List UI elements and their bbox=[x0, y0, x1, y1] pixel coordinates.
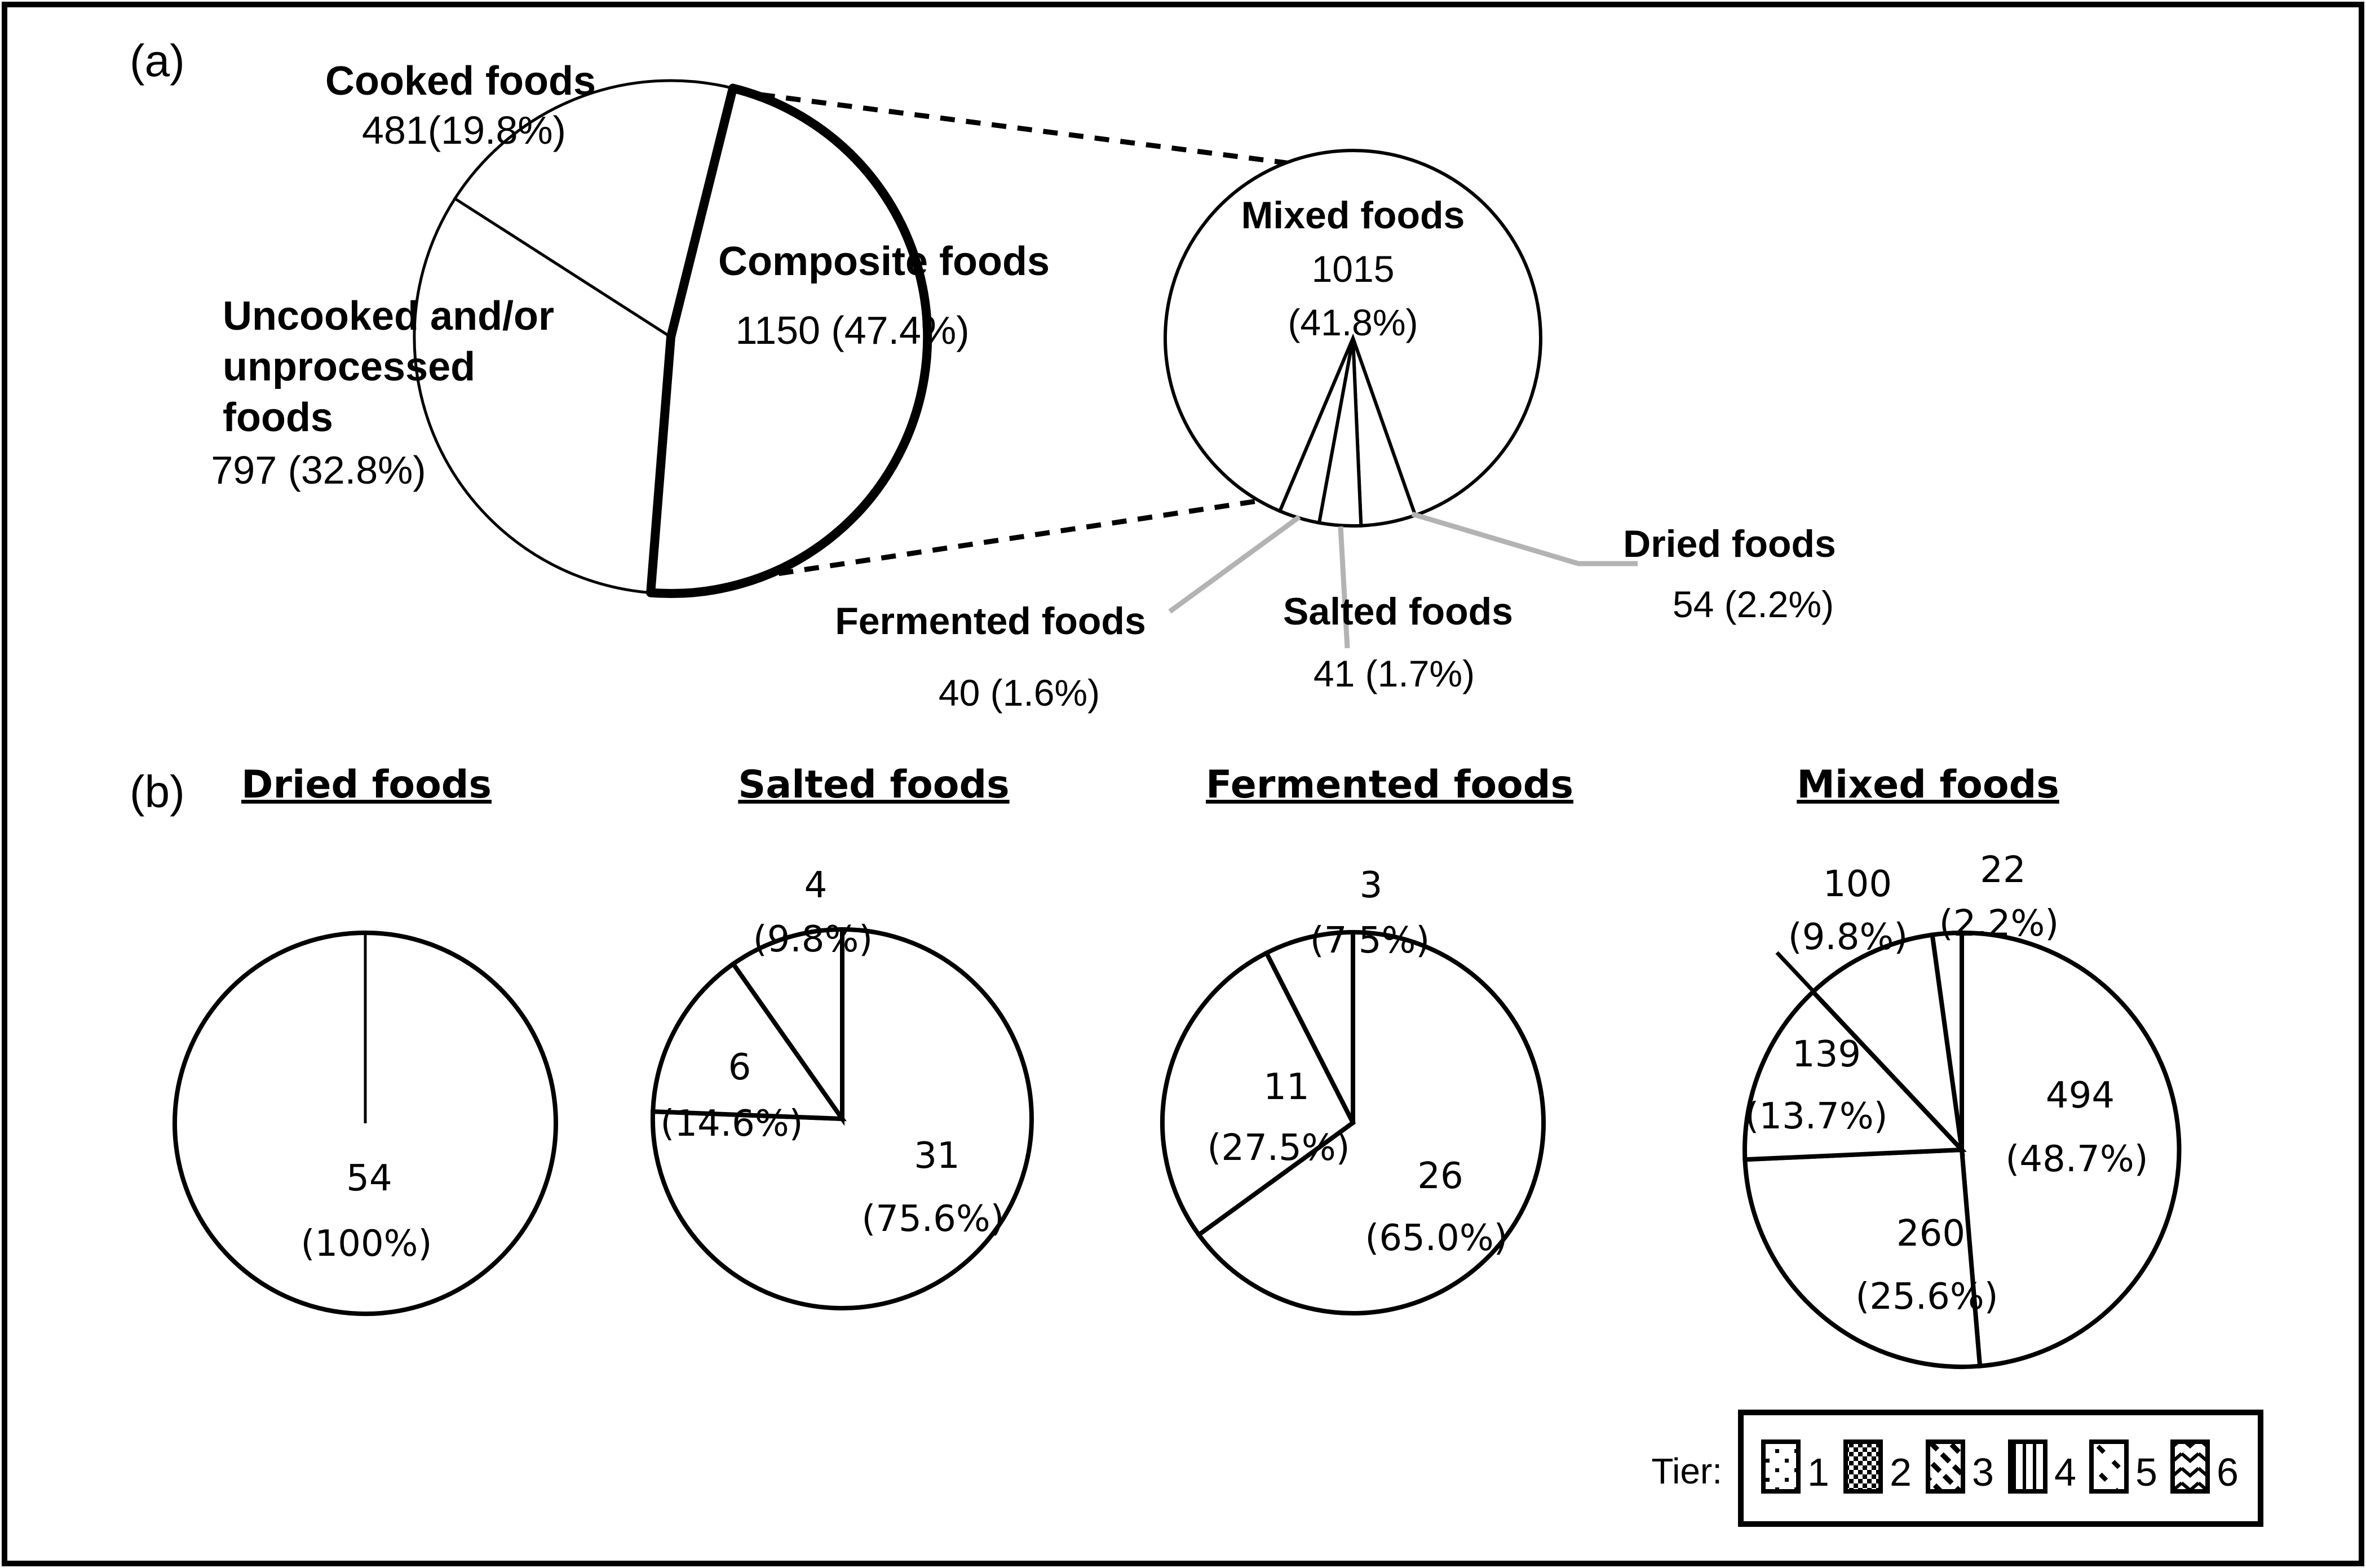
pie-slice-cooked bbox=[453, 79, 735, 339]
legend-swatch-tier5 bbox=[2089, 1439, 2129, 1494]
label-mixed-value: 1015 bbox=[1312, 248, 1395, 290]
title-mixed: Mixed foods bbox=[1797, 763, 2059, 807]
pie-b-mixed-tier2 bbox=[1743, 1147, 1983, 1370]
pie-b-fermented-tier2 bbox=[1160, 950, 1356, 1238]
pie-slice-composite bbox=[646, 83, 932, 599]
pie-b-salted-tier1 bbox=[650, 927, 1034, 1310]
leader-mixed-100 bbox=[1775, 951, 1815, 993]
leader-salted bbox=[1338, 526, 1350, 649]
pie-b-mixed-tier5 bbox=[1810, 932, 1965, 1157]
legend-num-tier3: 3 bbox=[1972, 1450, 1994, 1494]
legend-num-tier2: 2 bbox=[1890, 1450, 1912, 1494]
pie-b-mixed-tier3 bbox=[1743, 989, 1967, 1162]
pie-b-mixed bbox=[1743, 930, 2182, 1370]
label-dried-value: 54 (2.2%) bbox=[1673, 583, 1834, 625]
title-dried: Dried foods bbox=[241, 763, 492, 807]
legend-box bbox=[1738, 1410, 2263, 1527]
pie-b-fermented-tier3 bbox=[1263, 929, 1355, 1124]
b-salted-t1-pct: (75.6%) bbox=[861, 1198, 1004, 1240]
b-dried-value: 54 bbox=[346, 1158, 392, 1199]
pie-b-salted-tier3 bbox=[730, 927, 844, 1126]
b-fermented-t3-value: 3 bbox=[1360, 865, 1383, 906]
b-mixed-t2-value: 260 bbox=[1896, 1213, 1965, 1255]
label-uncooked-line2: unprocessed bbox=[223, 344, 475, 389]
legend-swatch-tier2 bbox=[1843, 1439, 1883, 1494]
legend-num-tier4: 4 bbox=[2054, 1450, 2076, 1494]
pie-b-salted bbox=[650, 927, 1034, 1310]
b-fermented-t2-value: 11 bbox=[1263, 1066, 1309, 1108]
label-mixed-name: Mixed foods bbox=[1241, 194, 1465, 237]
expansion-dashed-line-top bbox=[734, 88, 1292, 166]
title-fermented: Fermented foods bbox=[1206, 763, 1573, 807]
label-dried-name: Dried foods bbox=[1623, 522, 1836, 565]
legend-num-tier6: 6 bbox=[2217, 1450, 2239, 1494]
label-fermented-value: 40 (1.6%) bbox=[939, 672, 1100, 714]
pie-b-dried bbox=[173, 931, 558, 1316]
b-mixed-t3-pct: (13.7%) bbox=[1745, 1096, 1887, 1137]
b-mixed-t5-value: 100 bbox=[1823, 863, 1892, 905]
pie-b-fermented bbox=[1160, 929, 1546, 1315]
legend-num-tier1: 1 bbox=[1807, 1450, 1829, 1494]
b-salted-t3-value: 4 bbox=[804, 865, 828, 906]
b-mixed-t6-pct: (2.2%) bbox=[1939, 903, 2059, 945]
b-mixed-t1-pct: (48.7%) bbox=[2005, 1139, 2148, 1180]
label-cooked-value: 481(19.8%) bbox=[362, 108, 566, 152]
label-cooked-name: Cooked foods bbox=[325, 59, 596, 104]
panel-b-letter: (b) bbox=[130, 767, 185, 817]
b-mixed-t2-pct: (25.6%) bbox=[1855, 1276, 1998, 1318]
b-mixed-t1-value: 494 bbox=[2046, 1075, 2115, 1117]
legend-items: 1 2 3 4 5 6 bbox=[1761, 1439, 2239, 1494]
pie-b-salted-tier2 bbox=[651, 960, 847, 1122]
pie-b-fermented-tier1 bbox=[1196, 929, 1546, 1315]
label-composite-value: 1150 (47.4%) bbox=[735, 308, 969, 352]
b-salted-t1-value: 31 bbox=[914, 1135, 959, 1177]
b-fermented-t1-pct: (65.0%) bbox=[1365, 1217, 1507, 1259]
pie-b-mixed-tier1 bbox=[1960, 930, 2182, 1369]
label-fermented-name: Fermented foods bbox=[835, 600, 1146, 643]
b-mixed-t5-pct: (9.8%) bbox=[1788, 916, 1908, 958]
legend-label: Tier: bbox=[1651, 1451, 1722, 1491]
b-dried-pct: (100%) bbox=[301, 1223, 432, 1265]
legend-swatch-tier3 bbox=[1926, 1439, 1965, 1494]
label-uncooked-value: 797 (32.8%) bbox=[211, 448, 426, 492]
title-salted: Salted foods bbox=[738, 763, 1009, 807]
leader-dried bbox=[1411, 511, 1638, 566]
label-mixed-pct: (41.8%) bbox=[1288, 302, 1418, 343]
label-uncooked-line1: Uncooked and/or bbox=[223, 294, 554, 339]
label-salted-value: 41 (1.7%) bbox=[1314, 653, 1475, 694]
legend-swatch-tier4 bbox=[2008, 1439, 2047, 1494]
legend-swatch-tier1 bbox=[1761, 1439, 1801, 1494]
panel-a-letter: (a) bbox=[130, 36, 185, 86]
b-mixed-t3-value: 139 bbox=[1792, 1034, 1861, 1075]
b-mixed-t6-value: 22 bbox=[1980, 849, 2026, 891]
b-fermented-t3-pct: (7.5%) bbox=[1310, 920, 1430, 962]
b-salted-t2-value: 6 bbox=[728, 1047, 751, 1088]
legend-swatch-tier6 bbox=[2170, 1439, 2210, 1494]
label-composite-name: Composite foods bbox=[718, 239, 1050, 284]
label-uncooked-line3: foods bbox=[223, 395, 333, 440]
label-salted-name: Salted foods bbox=[1283, 590, 1513, 633]
legend-num-tier5: 5 bbox=[2135, 1450, 2157, 1494]
pie-slice-mixed bbox=[1163, 149, 1542, 518]
pie-b-mixed-tier6 bbox=[1930, 930, 1964, 1150]
pie-a-detail bbox=[1163, 149, 1542, 528]
leader-fermented bbox=[1168, 515, 1301, 614]
b-salted-t3-pct: (9.8%) bbox=[753, 919, 873, 960]
pie-a-main bbox=[413, 79, 932, 599]
b-fermented-t2-pct: (27.5%) bbox=[1207, 1127, 1350, 1169]
b-fermented-t1-value: 26 bbox=[1417, 1155, 1463, 1197]
b-salted-t2-pct: (14.6%) bbox=[660, 1103, 803, 1145]
